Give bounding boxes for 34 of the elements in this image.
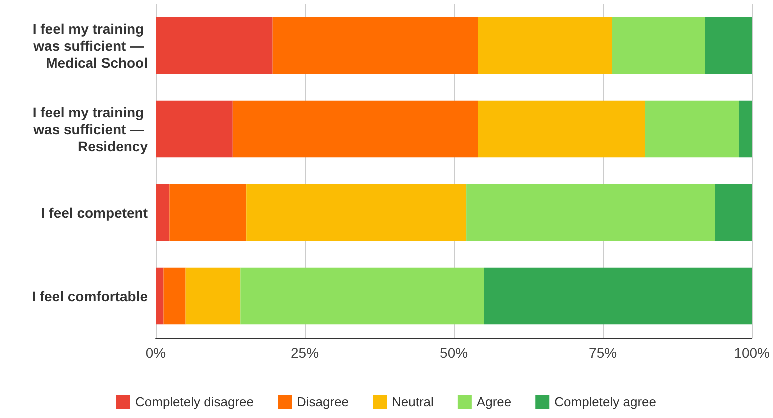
x-tick-label: 100% bbox=[734, 345, 770, 361]
bar bbox=[478, 100, 646, 158]
bar bbox=[478, 17, 612, 74]
y-tick-label: I feel comfortable bbox=[32, 288, 148, 304]
x-tick-label: 50% bbox=[440, 345, 468, 361]
bar bbox=[164, 268, 186, 325]
legend-label: Completely disagree bbox=[135, 394, 254, 410]
bar bbox=[186, 268, 241, 325]
bar bbox=[156, 100, 233, 158]
bar bbox=[272, 17, 478, 74]
y-tick-label: I feel competent bbox=[41, 204, 148, 221]
bar bbox=[170, 184, 247, 242]
bar bbox=[466, 184, 716, 242]
bar bbox=[705, 17, 752, 74]
bar bbox=[738, 100, 752, 158]
bar bbox=[232, 100, 478, 158]
bar bbox=[715, 184, 752, 242]
bar bbox=[612, 17, 706, 74]
x-tick-label: 0% bbox=[146, 345, 166, 361]
bar bbox=[156, 184, 170, 242]
bar bbox=[645, 100, 739, 158]
bar bbox=[156, 17, 273, 74]
legend-label: Agree bbox=[476, 394, 512, 410]
bar bbox=[484, 268, 752, 325]
bar bbox=[246, 184, 467, 242]
legend-label: Neutral bbox=[392, 394, 434, 410]
x-tick-label: 75% bbox=[589, 345, 618, 361]
x-tick-label: 25% bbox=[291, 345, 320, 361]
legend-label: Completely agree bbox=[554, 394, 657, 410]
y-tick-label: I feel my training was sufficient — Medical School bbox=[32, 20, 148, 71]
legend-label: Disagree bbox=[297, 394, 350, 410]
bar bbox=[240, 268, 484, 325]
y-tick-label: I feel my training was sufficient — Residency bbox=[32, 104, 148, 154]
bar bbox=[156, 268, 164, 325]
